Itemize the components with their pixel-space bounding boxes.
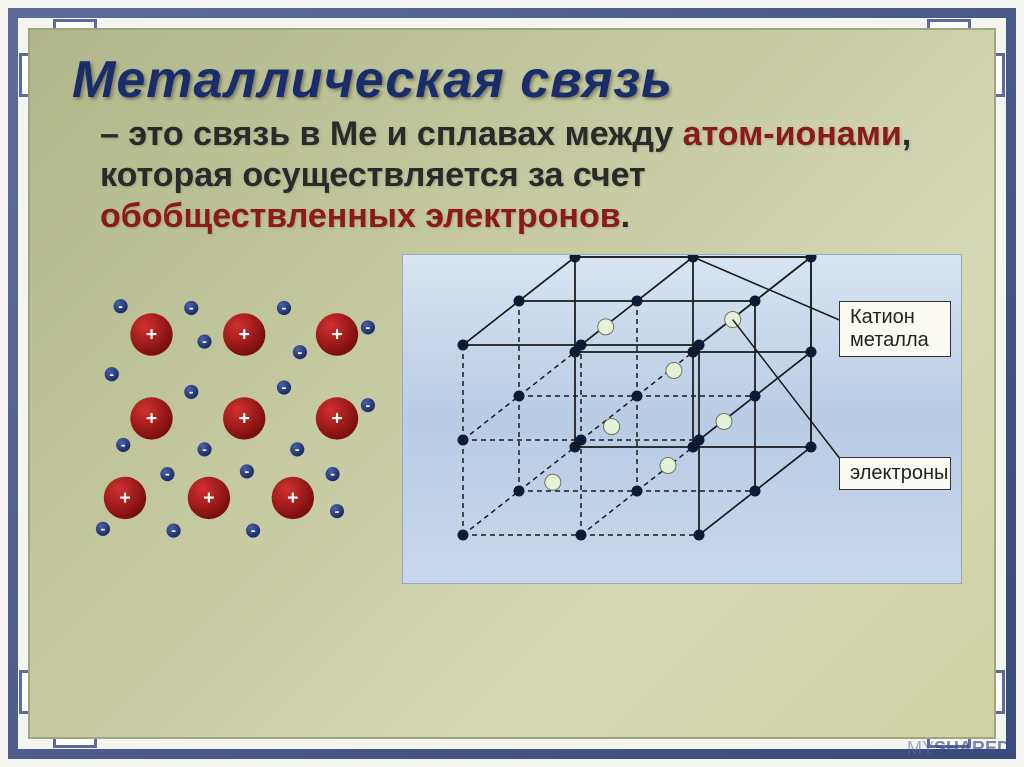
svg-text:-: - <box>165 466 170 482</box>
svg-text:+: + <box>203 487 214 509</box>
svg-text:-: - <box>335 503 340 519</box>
svg-text:-: - <box>202 441 207 457</box>
svg-text:-: - <box>202 334 207 350</box>
svg-text:-: - <box>118 298 123 314</box>
svg-text:+: + <box>239 408 250 430</box>
svg-text:-: - <box>189 384 194 400</box>
svg-text:+: + <box>287 487 298 509</box>
svg-text:-: - <box>282 300 287 316</box>
def-hl-electrons: обобществленных электронов <box>100 197 621 235</box>
ion-diagram: --------------------+++++++++ <box>72 254 390 574</box>
svg-text:-: - <box>330 466 335 482</box>
svg-text:-: - <box>109 366 114 382</box>
svg-text:-: - <box>282 380 287 396</box>
def-pre: – это связь в Ме и сплавах между <box>100 115 683 153</box>
svg-text:-: - <box>366 319 371 335</box>
svg-text:-: - <box>298 344 303 360</box>
def-hl-atom-ions: атом-ионами <box>683 115 902 153</box>
svg-text:-: - <box>295 441 300 457</box>
watermark-pre: MY <box>907 738 934 758</box>
diagram-row: --------------------+++++++++ Катион мет… <box>72 254 962 584</box>
svg-text:-: - <box>101 521 106 537</box>
def-post: . <box>621 197 630 235</box>
svg-text:+: + <box>239 324 250 346</box>
svg-text:-: - <box>366 397 371 413</box>
watermark: MYSHARED <box>907 738 1010 759</box>
svg-text:+: + <box>146 324 157 346</box>
svg-text:-: - <box>121 437 126 453</box>
svg-text:+: + <box>119 487 130 509</box>
label-cation: Катион металла <box>839 301 951 357</box>
svg-text:-: - <box>171 523 176 539</box>
svg-text:-: - <box>245 463 250 479</box>
watermark-bold: SHARED <box>934 738 1010 758</box>
svg-text:-: - <box>251 523 256 539</box>
slide-body: Металлическая связь – это связь в Ме и с… <box>28 28 996 739</box>
lattice-diagram: Катион металла электроны <box>402 254 962 584</box>
svg-text:+: + <box>146 408 157 430</box>
svg-text:+: + <box>331 408 342 430</box>
svg-text:-: - <box>189 300 194 316</box>
slide-title: Металлическая связь <box>72 50 962 110</box>
definition-text: – это связь в Ме и сплавах между атом-ио… <box>100 114 962 236</box>
label-electron: электроны <box>839 457 951 490</box>
svg-text:+: + <box>331 324 342 346</box>
